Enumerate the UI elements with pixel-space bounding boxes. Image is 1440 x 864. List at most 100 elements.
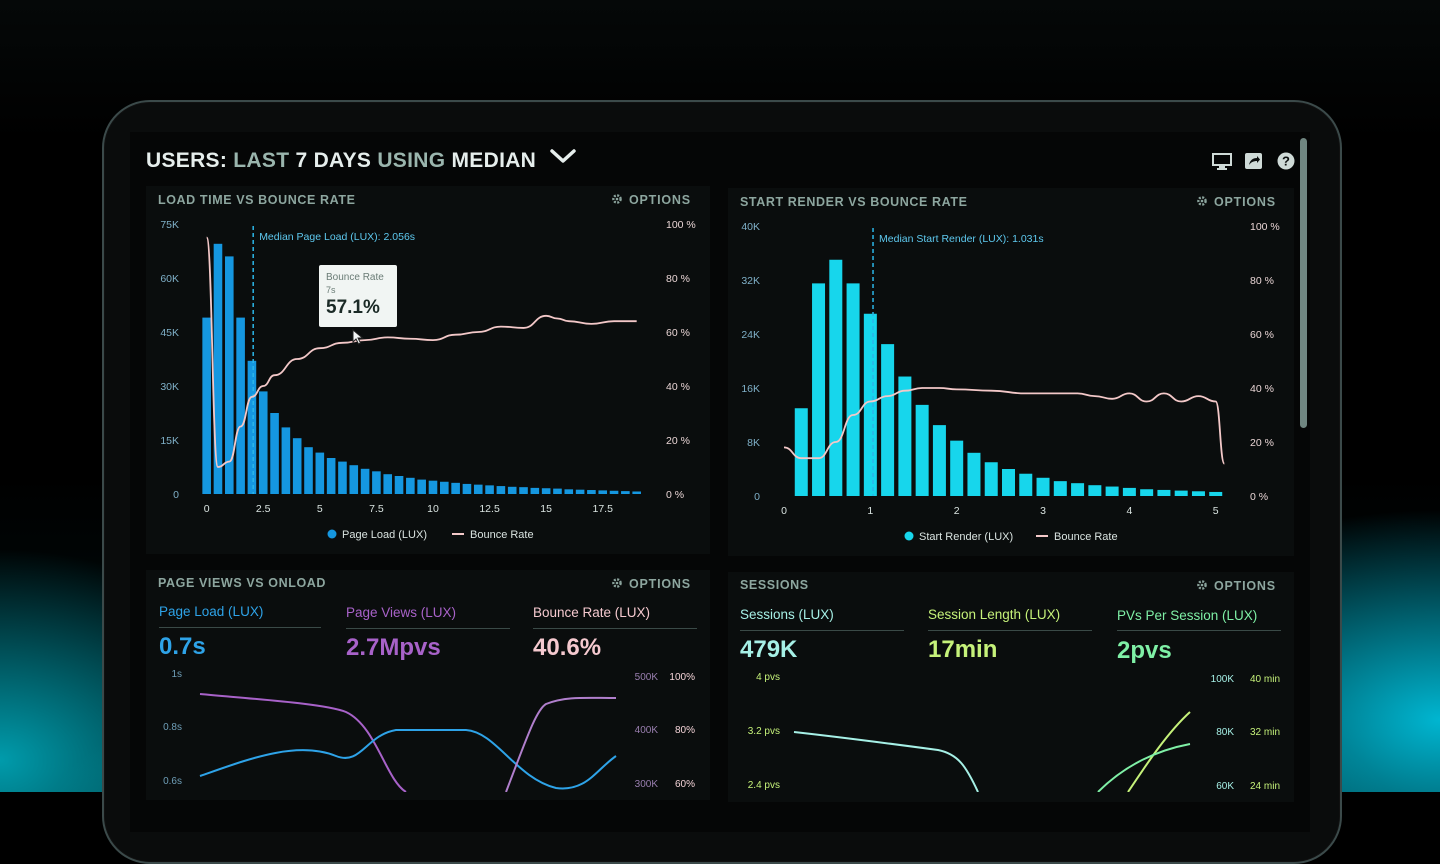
y2-axis-tick: 0 %	[666, 489, 684, 501]
load-time-chart: 0 15K 30K 45K 60K 75K 0 % 20 % 40 % 60 % 80 % 100 %…	[160, 219, 695, 541]
bar	[829, 259, 843, 496]
axis-tick: 400K	[635, 725, 659, 736]
dashboard-title[interactable]: USERS: LAST 7 DAYS USING MEDIAN	[146, 146, 577, 173]
bar	[1019, 473, 1033, 496]
page-load-line	[199, 729, 617, 790]
y-axis-tick: 0	[754, 491, 760, 503]
bar	[485, 485, 494, 494]
divider	[346, 628, 510, 629]
legend-label: Bounce Rate	[1054, 531, 1118, 543]
bar	[846, 283, 860, 496]
title-period-value: 7 DAYS	[295, 149, 372, 172]
bar	[609, 490, 619, 494]
y-axis-tick: 75K	[160, 219, 179, 231]
divider	[740, 630, 904, 631]
x-axis-tick: 17.5	[593, 503, 614, 515]
sessions-options-button[interactable]: OPTIONS	[1196, 579, 1276, 594]
title-method: MEDIAN	[451, 149, 537, 172]
axis-tick: 60%	[675, 779, 695, 790]
metric-bounce-rate-value: 40.6%	[533, 634, 602, 661]
divider	[159, 627, 321, 628]
bar	[967, 452, 981, 496]
bar	[587, 490, 596, 494]
x-axis-tick: 3	[1040, 505, 1046, 517]
bar	[372, 471, 381, 494]
metric-sessions-value: 479K	[740, 636, 798, 663]
axis-tick: 100K	[1211, 674, 1235, 685]
gear-icon	[611, 193, 623, 208]
metric-sessions-label: Sessions (LUX)	[740, 607, 834, 622]
bar	[1088, 485, 1102, 496]
bar	[304, 447, 313, 494]
y2-axis-tick: 100 %	[1250, 221, 1280, 233]
bar	[1036, 477, 1050, 496]
bar	[950, 440, 964, 496]
bar	[292, 438, 302, 494]
bar	[632, 491, 641, 494]
bar	[281, 427, 291, 494]
bar	[451, 482, 460, 494]
legend-label: Page Load (LUX)	[342, 529, 427, 541]
sessions-panel-title: SESSIONS	[740, 578, 809, 592]
divider	[928, 630, 1092, 631]
bar	[553, 488, 562, 494]
axis-tick: 4 pvs	[756, 672, 780, 683]
load-time-panel-title: LOAD TIME VS BOUNCE RATE	[158, 193, 356, 207]
bar	[881, 344, 895, 496]
y2-axis-tick: 60 %	[1250, 329, 1274, 341]
axis-tick: 300K	[635, 779, 659, 790]
help-icon[interactable]: ?	[1276, 152, 1296, 170]
bounce-rate-line	[205, 236, 637, 468]
bar	[507, 486, 517, 494]
axis-tick: 24 min	[1250, 781, 1280, 792]
load-options-button[interactable]: OPTIONS	[611, 193, 691, 208]
bar	[417, 479, 426, 494]
divider	[1117, 630, 1281, 631]
axis-tick: 500K	[635, 672, 659, 683]
bar	[794, 408, 808, 496]
render-options-button[interactable]: OPTIONS	[1196, 195, 1276, 210]
y2-axis-tick: 80 %	[1250, 275, 1274, 287]
axis-tick: 2.4 pvs	[748, 780, 780, 791]
bar	[406, 477, 415, 494]
bar	[270, 413, 279, 494]
options-label: OPTIONS	[629, 193, 691, 207]
chevron-down-icon[interactable]	[550, 146, 577, 170]
share-icon[interactable]	[1244, 152, 1264, 170]
axis-tick: 0.8s	[163, 722, 182, 733]
bounce-rate-tooltip: Bounce Rate 7s 57.1%	[319, 265, 397, 327]
pvs-line	[1097, 743, 1191, 792]
bar	[1105, 486, 1119, 496]
axis-tick: 60K	[1216, 781, 1234, 792]
x-axis-tick: 10	[427, 503, 439, 515]
session-length-line	[1127, 711, 1191, 792]
x-axis-tick: 0	[781, 505, 787, 517]
bar	[575, 489, 585, 494]
bar	[383, 474, 393, 494]
page-views-mini-chart: 1s 0.8s 0.6s 500K 400K 300K 100% 80% 60%	[163, 669, 695, 792]
page-views-line	[199, 693, 407, 792]
y2-axis-tick: 0 %	[1250, 491, 1268, 503]
bar	[1140, 489, 1154, 496]
bar	[898, 376, 912, 496]
options-label: OPTIONS	[629, 577, 691, 591]
y-axis-tick: 30K	[160, 381, 179, 393]
title-prefix: USERS:	[146, 149, 228, 172]
pageviews-options-button[interactable]: OPTIONS	[611, 577, 691, 592]
legend-swatch	[327, 529, 337, 539]
gear-icon	[1196, 195, 1208, 210]
scrollbar-thumb[interactable]	[1300, 138, 1307, 428]
bar	[932, 425, 946, 496]
legend-swatch	[904, 531, 914, 541]
bar	[360, 468, 370, 494]
monitor-icon[interactable]	[1212, 152, 1232, 170]
bar	[1174, 490, 1188, 496]
x-axis-tick: 4	[1126, 505, 1132, 517]
header-toolbar: ?	[1212, 152, 1296, 170]
axis-tick: 1s	[171, 669, 182, 680]
page-views-panel-title: PAGE VIEWS VS ONLOAD	[158, 576, 327, 590]
y-axis-tick: 45K	[160, 327, 179, 339]
bar	[1071, 483, 1085, 496]
metric-pvs-per-session-label: PVs Per Session (LUX)	[1117, 608, 1258, 623]
bar	[338, 461, 347, 494]
